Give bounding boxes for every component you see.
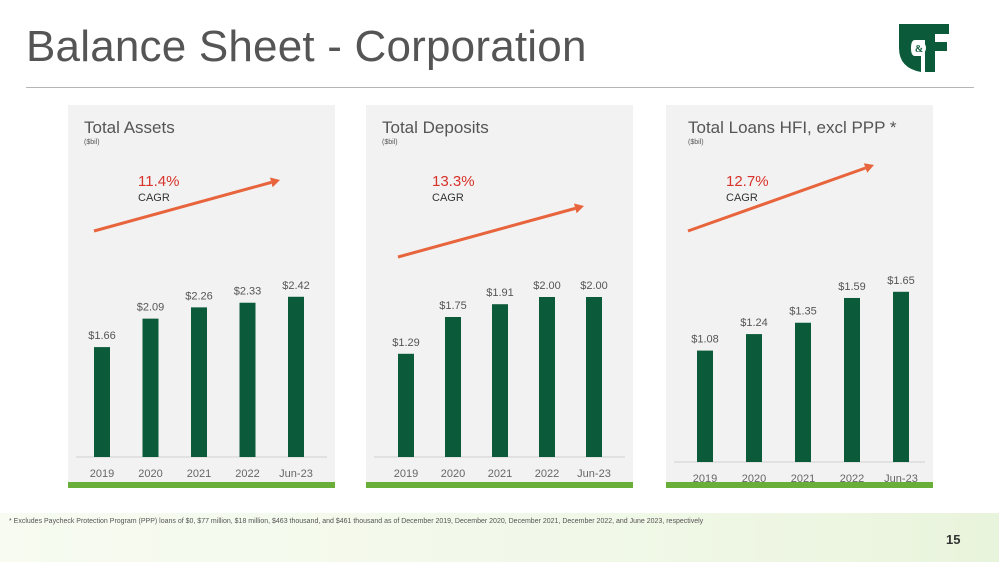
cf-logo-icon: & <box>899 24 949 72</box>
panel-accent-bar <box>666 482 933 488</box>
data-label: $2.42 <box>282 280 310 292</box>
cagr-value: 13.3% <box>432 173 475 190</box>
chart-svg: $1.29 2019 $1.75 2020 $1.91 2021 $2.00 2022 $2.0… <box>374 203 625 480</box>
bar-2021 <box>492 304 508 457</box>
chart-panel-total-assets: Total Assets ($bil) $1.66 2019 $2.09 2020 $2… <box>68 105 335 488</box>
bar-2020 <box>142 318 159 457</box>
chart-svg: $1.082019$1.242020$1.352021$1.592022$1.6… <box>674 163 925 485</box>
category-label: 2019 <box>394 468 418 480</box>
category-label: 2020 <box>138 468 162 480</box>
data-label: $2.33 <box>234 286 262 298</box>
data-label: $2.00 <box>533 280 561 292</box>
data-label: $1.75 <box>439 300 467 312</box>
chart-title: Total Assets <box>84 118 175 137</box>
bar-2021 <box>191 307 207 457</box>
chart-unit: ($bil) <box>382 139 398 146</box>
category-label: 2021 <box>187 468 211 480</box>
panel-accent-bar <box>68 482 335 488</box>
bar-2022 <box>539 297 555 457</box>
data-label: $1.91 <box>486 287 514 299</box>
bar-2021 <box>795 322 811 462</box>
data-label: $1.66 <box>88 330 116 342</box>
data-label: $2.09 <box>137 302 165 314</box>
category-label: 2020 <box>441 468 465 480</box>
chart-unit: ($bil) <box>688 139 704 146</box>
category-label: 2019 <box>90 468 114 480</box>
page-number: 15 <box>946 532 961 547</box>
chart-title: Total Loans HFI, excl PPP * <box>688 118 897 137</box>
bar-2020 <box>445 317 461 457</box>
footnote: * Excludes Paycheck Protection Program (… <box>9 518 704 525</box>
chart-unit: ($bil) <box>84 139 100 146</box>
data-label: $2.00 <box>580 280 608 292</box>
data-label: $1.35 <box>789 306 817 318</box>
category-label: 2021 <box>488 468 512 480</box>
footer-band <box>0 513 999 562</box>
bar-jun-23 <box>586 297 602 457</box>
data-label: $1.29 <box>392 337 420 349</box>
trend-arrow-line <box>397 206 576 259</box>
trend-arrow-head-icon <box>269 177 280 188</box>
bar-2020 <box>746 334 762 462</box>
data-label: $1.65 <box>887 275 915 287</box>
category-label: 2022 <box>235 468 259 480</box>
data-label: $2.26 <box>185 290 213 302</box>
data-label: $1.24 <box>740 317 768 329</box>
cagr-label: CAGR <box>138 192 170 204</box>
bar-2019 <box>398 353 414 457</box>
svg-text:&: & <box>915 44 923 55</box>
category-label: Jun-23 <box>279 468 313 480</box>
chart-svg: $1.66 2019 $2.09 2020 $2.26 2021 $2.33 2022 $2.4… <box>76 177 327 480</box>
cagr-label: CAGR <box>726 192 758 204</box>
cagr-label: CAGR <box>432 192 464 204</box>
trend-arrow-line <box>687 166 867 233</box>
chart-panel-total-loans: Total Loans HFI, excl PPP * ($bil) $1.08… <box>666 105 933 488</box>
trend-arrow-head-icon <box>573 203 584 214</box>
bar-jun-23 <box>288 296 304 457</box>
bar-2022 <box>239 302 256 457</box>
data-label: $1.59 <box>838 281 866 293</box>
trend-arrow-head-icon <box>863 163 874 173</box>
data-label: $1.08 <box>691 334 719 346</box>
bar-jun-23 <box>893 291 909 462</box>
title-divider <box>26 87 974 88</box>
panel-accent-bar <box>366 482 633 488</box>
chart-panel-total-deposits: Total Deposits ($bil) $1.29 2019 $1.75 2020… <box>366 105 633 488</box>
page-title: Balance Sheet - Corporation <box>26 22 587 71</box>
category-label: 2022 <box>535 468 559 480</box>
trend-arrow-line <box>93 180 272 233</box>
chart-title: Total Deposits <box>382 118 489 137</box>
bar-2019 <box>697 350 713 462</box>
bar-2022 <box>844 297 860 462</box>
cagr-value: 11.4% <box>138 173 180 190</box>
bar-2019 <box>94 347 110 457</box>
category-label: Jun-23 <box>577 468 611 480</box>
cagr-value: 12.7% <box>726 173 769 190</box>
